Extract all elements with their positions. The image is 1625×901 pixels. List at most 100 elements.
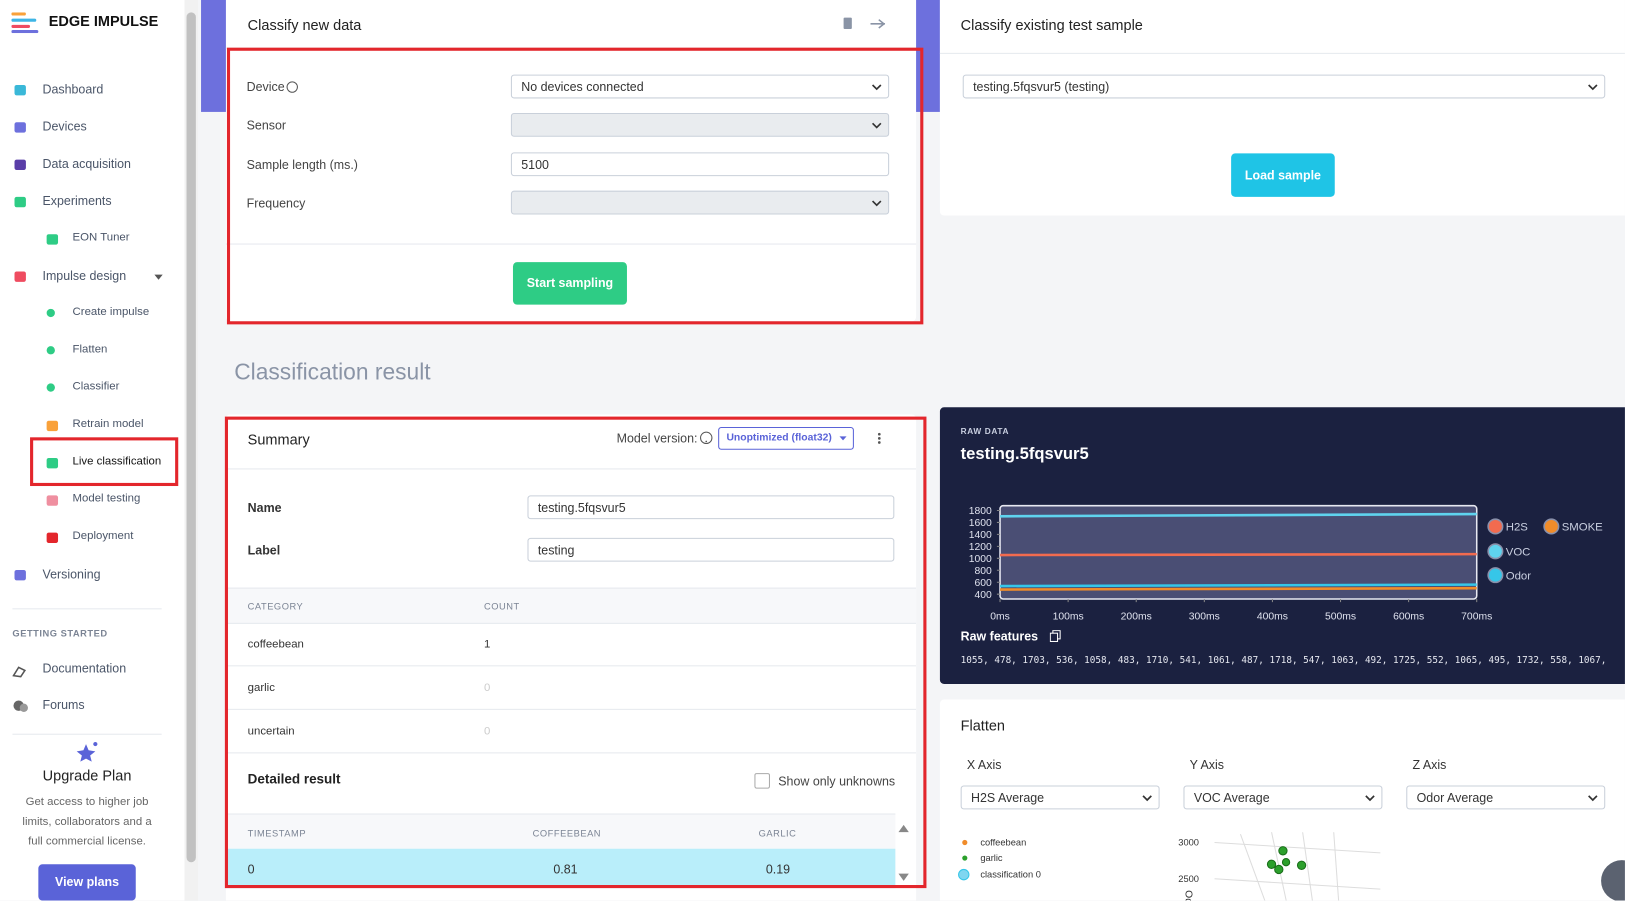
nav-item[interactable]: Data acquisition: [42, 156, 131, 171]
classify-existing-card: Classify existing test sample testing.5f…: [939, 0, 1625, 216]
table-scroll[interactable]: [897, 822, 909, 884]
column-header: TIMESTAMP: [247, 828, 307, 839]
x-tick-label: 700ms: [1461, 612, 1492, 623]
axis-select[interactable]: Odor Average: [1406, 785, 1606, 810]
start-sampling-button[interactable]: Start sampling: [512, 262, 627, 305]
nav-item[interactable]: Experiments: [42, 193, 112, 209]
sidebar: EDGE IMPULSE Dashboard Devices Data acquis…: [0, 0, 185, 901]
select-value: VOC Average: [1193, 790, 1270, 806]
axis-label: Z Axis: [1412, 757, 1447, 773]
upgrade-title: Upgrade Plan: [42, 766, 132, 784]
help-icon: [700, 431, 713, 445]
cell: 0: [483, 681, 491, 695]
nav-item[interactable]: Forums: [42, 697, 85, 712]
nav-item[interactable]: Live classification: [72, 454, 162, 468]
forum-icon: [12, 698, 29, 717]
brand: EDGE IMPULSE: [48, 12, 159, 30]
model-version-select[interactable]: Unoptimized (float32): [718, 426, 854, 450]
series-line: [1000, 552, 1477, 557]
field-label: Sample length (ms.): [246, 157, 358, 173]
nav-item[interactable]: Documentation: [42, 661, 127, 676]
nav-item[interactable]: Deployment: [72, 529, 134, 542]
column-header: COUNT: [483, 601, 520, 612]
grid-line: [1214, 878, 1381, 890]
nav-icon: [46, 458, 59, 469]
unknowns-checkbox[interactable]: [754, 773, 770, 789]
nav-icon: [46, 383, 55, 392]
nav-item[interactable]: Dashboard: [42, 81, 104, 97]
axis-select[interactable]: H2S Average: [960, 785, 1160, 810]
nav-item[interactable]: Classifier: [72, 380, 120, 393]
row-divider: [225, 665, 917, 667]
cell: 0.81: [553, 862, 578, 877]
card-icons: [843, 17, 886, 30]
nav-icon: [14, 159, 26, 170]
menu-icon[interactable]: [877, 432, 882, 445]
sample-select[interactable]: testing.5fqsvur5 (testing): [962, 74, 1606, 99]
series-line: [1000, 512, 1477, 518]
x-tick-label: 500ms: [1325, 612, 1356, 623]
nav-icon: [14, 122, 26, 133]
y-tick-label: 3000: [1178, 838, 1199, 848]
scrollbar: [184, 0, 198, 901]
legend-label: Odor: [1506, 570, 1532, 582]
card-title: Classify existing test sample: [960, 16, 1143, 34]
checkbox-label: Show only unknowns: [778, 774, 896, 789]
card-title: Classify new data: [247, 16, 362, 34]
nav-item[interactable]: Devices: [42, 119, 87, 134]
card-title: testing.5fqsvur5: [960, 445, 1089, 464]
x-tick-label: 200ms: [1121, 612, 1152, 623]
name-input[interactable]: testing.5fqsvur5: [527, 495, 895, 520]
summary-card: Summary Model version: Unoptimized (floa…: [225, 414, 917, 901]
load-sample-button[interactable]: Load sample: [1231, 153, 1335, 197]
select-value: Odor Average: [1416, 790, 1494, 806]
highlight-box: [224, 416, 927, 889]
nav-item[interactable]: Flatten: [72, 343, 108, 356]
text-input[interactable]: 5100: [510, 152, 890, 177]
select[interactable]: [510, 190, 890, 215]
nav-item[interactable]: Model testing: [72, 492, 141, 505]
nav-item[interactable]: Impulse design: [42, 268, 127, 283]
raw-features: 1055, 478, 1703, 536, 1058, 483, 1710, 5…: [960, 655, 1609, 667]
upgrade-text: limits, collaborators and a: [22, 815, 152, 829]
nav-item[interactable]: Create impulse: [72, 305, 150, 319]
axis-select[interactable]: VOC Average: [1183, 785, 1383, 810]
field-label: Sensor: [246, 118, 287, 133]
x-tick-label: 0ms: [990, 612, 1010, 623]
nav-item[interactable]: Retrain model: [72, 417, 144, 431]
section-heading: Classification result: [234, 358, 431, 385]
y-tick-label: 1400: [969, 530, 992, 541]
table-row: [225, 848, 896, 889]
scatter-plot: 3000 2500 Odor: [1178, 832, 1381, 901]
cell: 0: [247, 862, 255, 877]
highlight-box: [30, 437, 179, 487]
x-tick-label: 100ms: [1053, 612, 1084, 623]
view-plans-button[interactable]: View plans: [38, 864, 136, 901]
copy-icon[interactable]: [1049, 630, 1061, 642]
x-tick-label: 300ms: [1189, 612, 1220, 623]
nav-icon: [14, 569, 26, 581]
select-value: Unoptimized (float32): [726, 432, 832, 444]
legend-label: SMOKE: [1562, 522, 1603, 534]
row-divider: [225, 752, 917, 754]
table-header: [225, 587, 917, 624]
grid-line: [1214, 841, 1381, 854]
field-value: No devices connected: [521, 79, 644, 95]
label-input[interactable]: testing: [527, 537, 895, 562]
nav-item[interactable]: Versioning: [42, 566, 101, 582]
y-tick-label: 1800: [969, 506, 992, 517]
series-line: [1000, 586, 1477, 591]
select[interactable]: [510, 112, 890, 137]
nav-icon: [46, 420, 59, 432]
nav-icon: [46, 308, 55, 318]
help-button[interactable]: [1601, 860, 1625, 901]
select[interactable]: No devices connected: [510, 74, 890, 99]
axis-label: Odor: [1183, 890, 1194, 900]
y-tick-label: 1600: [969, 518, 992, 529]
help-icon: [286, 81, 298, 93]
scatter-legend: coffeebean garlic classification 0: [958, 838, 1041, 881]
detailed-title: Detailed result: [247, 771, 341, 787]
nav-item[interactable]: EON Tuner: [72, 231, 130, 244]
cell: 1: [483, 638, 491, 651]
